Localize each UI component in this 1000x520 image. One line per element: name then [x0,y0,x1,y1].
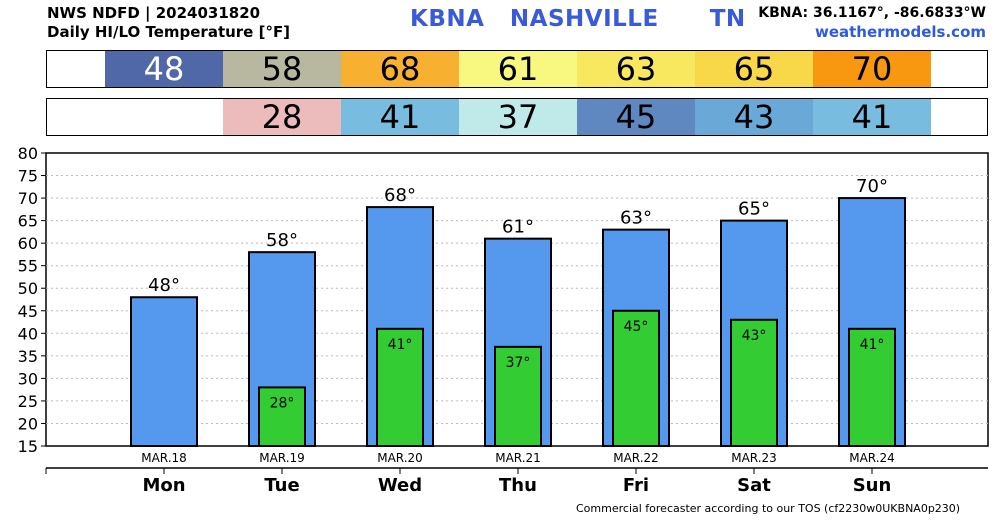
date-label: MAR.22 [613,451,659,465]
low-bar [494,345,542,448]
low-temp-cell [105,99,223,135]
day-label: Sun [853,475,892,496]
high-temp-cell: 68 [341,51,459,87]
date-label: MAR.23 [731,451,777,465]
site-link[interactable]: weathermodels.com [814,23,986,41]
high-temp-cell: 63 [577,51,695,87]
day-label: Tue [264,475,299,496]
low-value-label: 41° [860,337,885,353]
model-run-label: NWS NDFD | 2024031820 [47,4,261,22]
low-value-label: 28° [270,395,295,411]
y-tick-label: 25 [18,392,38,411]
day-label: Mon [142,475,185,496]
low-value-label: 43° [742,328,767,344]
station-title: KBNA NASHVILLE TN [410,6,746,32]
low-bar [848,327,896,447]
low-value-label: 41° [388,337,413,353]
low-value-label: 37° [506,355,531,371]
header-left: NWS NDFD | 2024031820 Daily HI/LO Temper… [47,4,290,42]
high-value-label: 68° [384,185,416,206]
high-value-label: 65° [738,199,770,220]
high-bar [130,296,198,447]
date-label: MAR.24 [849,451,895,465]
y-tick-label: 80 [18,144,38,163]
y-tick-label: 35 [18,347,38,366]
high-value-label: 70° [856,176,888,197]
date-label: MAR.19 [259,451,305,465]
high-temp-cell: 48 [105,51,223,87]
station-coordinates: KBNA: 36.1167°, -86.6833°W [758,5,986,21]
low-temperature-strip: 28 41 37 45 43 41 [46,98,988,136]
low-bar [376,327,424,447]
day-label: Sat [737,475,771,496]
y-tick-label: 20 [18,414,38,433]
y-tick-label: 75 [18,167,38,186]
y-tick-label: 40 [18,324,38,343]
high-value-label: 58° [266,230,298,251]
low-bar [258,386,306,447]
low-value-label: 45° [624,319,649,335]
low-bar [730,318,778,447]
low-bar [612,309,660,447]
low-temp-cell: 41 [813,99,931,135]
low-temp-cell: 45 [577,99,695,135]
y-tick-label: 55 [18,257,38,276]
header-right: KBNA: 36.1167°, -86.6833°W weathermodels… [758,4,986,42]
y-tick-label: 45 [18,302,38,321]
high-temp-cell: 61 [459,51,577,87]
y-tick-label: 70 [18,189,38,208]
y-tick-label: 30 [18,369,38,388]
date-label: MAR.21 [495,451,541,465]
y-tick-label: 50 [18,279,38,298]
high-temp-cell: 58 [223,51,341,87]
day-label: Thu [499,475,537,496]
y-tick-label: 60 [18,234,38,253]
y-tick-label: 65 [18,212,38,231]
day-label: Wed [378,475,422,496]
low-temp-cell: 41 [341,99,459,135]
low-temp-cell: 43 [695,99,813,135]
day-label: Fri [623,475,649,496]
low-temp-cell: 37 [459,99,577,135]
date-label: MAR.20 [377,451,423,465]
high-value-label: 61° [502,217,534,238]
y-tick-label: 15 [18,437,38,456]
high-value-label: 48° [148,275,180,296]
high-value-label: 63° [620,208,652,229]
chart-subtitle: Daily HI/LO Temperature [°F] [47,23,291,41]
high-temp-cell: 70 [813,51,931,87]
high-temp-cell: 65 [695,51,813,87]
high-temperature-strip: 48 58 68 61 63 65 70 [46,50,988,88]
date-label: MAR.18 [141,451,187,465]
low-temp-cell: 28 [223,99,341,135]
footer-note: Commercial forecaster according to our T… [576,502,961,515]
